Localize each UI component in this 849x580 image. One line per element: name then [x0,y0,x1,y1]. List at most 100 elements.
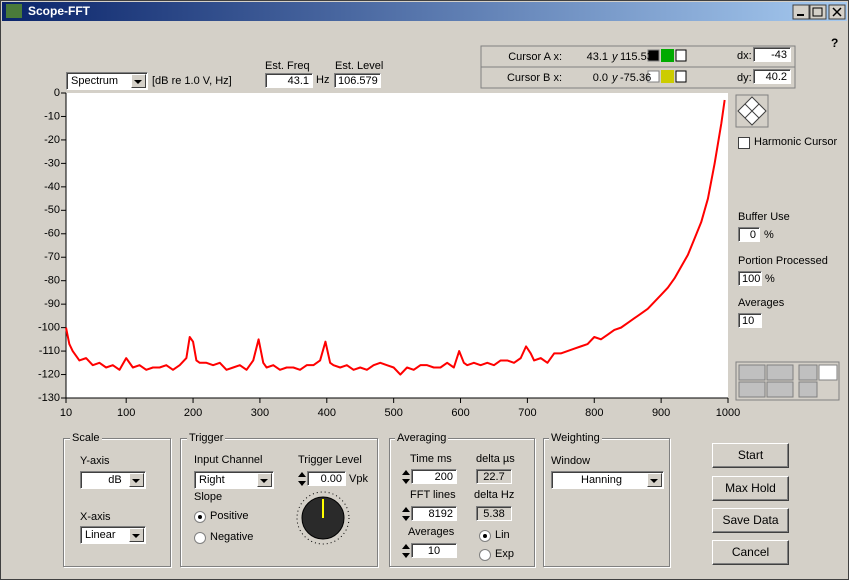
x-axis-dropdown[interactable]: Linear [80,526,146,544]
x-axis-value: Linear [85,529,116,541]
est-freq-value: 43.1 [265,73,313,88]
x-tick-label: 500 [384,407,402,419]
trigger-knob[interactable] [296,491,350,545]
app-icon [6,4,22,18]
zoom-toolbar[interactable] [735,361,840,401]
y-axis-dropdown[interactable]: dB [80,471,146,489]
trigger-level-value[interactable]: 0.00 [307,471,346,486]
fft-label: FFT lines [410,489,456,501]
start-button[interactable]: Start [712,443,789,468]
y-tick-label: -100 [38,322,60,334]
y-tick-label: -80 [44,275,60,287]
max-hold-button[interactable]: Max Hold [712,476,789,501]
lin-label: Lin [495,529,510,541]
fft-spinner[interactable] [402,506,410,522]
dx-value[interactable]: -43 [753,47,791,62]
est-freq-label: Est. Freq [265,60,310,72]
window-label: Window [551,455,591,467]
exp-radio[interactable] [479,549,491,561]
cursor-b-y: -75.36 [620,72,652,84]
buffer-use-unit: % [764,229,774,241]
weighting-group [543,438,670,567]
mode-dropdown[interactable]: Spectrum [66,72,148,90]
weighting-title: Weighting [549,432,602,444]
averaging-title: Averaging [395,432,449,444]
dx-label: dx: [737,50,752,62]
x-tick-label: 700 [518,407,536,419]
help-button[interactable]: ? [831,36,839,50]
averages-value[interactable]: 10 [411,543,457,558]
portion-value: 100 [738,271,762,286]
y-axis-value: dB [108,474,122,486]
slope-label: Slope [194,491,223,503]
positive-radio[interactable] [194,511,206,523]
cursor-icons[interactable] [647,49,687,83]
cursor-a-x: 43.1 [586,51,608,63]
input-channel-dropdown[interactable]: Right [194,471,274,489]
scale-title: Scale [70,432,102,444]
mode-value: Spectrum [71,75,119,87]
input-channel-label: Input Channel [194,454,263,466]
fft-value[interactable]: 8192 [411,506,457,521]
cursor-b-x: 0.0 [592,72,608,84]
x-tick-label: 900 [652,407,670,419]
dy-label: dy: [737,72,752,84]
negative-radio[interactable] [194,532,206,544]
averaging-group [389,438,535,567]
window-value: Hanning [581,474,622,486]
negative-label: Negative [210,531,254,543]
x-tick-label: 600 [451,407,469,419]
trigger-level-spinner[interactable] [298,471,306,487]
portion-label: Portion Processed [738,255,828,267]
window-controls[interactable] [792,4,846,20]
est-freq-unit: Hz [316,74,330,86]
y-tick-label: -10 [44,110,60,122]
harmonic-checkbox[interactable] [738,137,750,149]
y-tick-label: 0 [54,87,60,99]
dy-value[interactable]: 40.2 [753,69,791,84]
delta-us-value: 22.7 [476,469,512,484]
units-label: [dB re 1.0 V, Hz] [152,75,232,87]
trigger-level-label: Trigger Level [298,454,362,466]
x-tick-label: 10 [60,407,72,419]
window-title: Scope-FFT [28,4,91,18]
trigger-title: Trigger [187,432,226,444]
cursor-b-y-label: y [612,72,618,84]
time-label: Time ms [410,453,452,465]
y-tick-label: -60 [44,228,60,240]
window-dropdown[interactable]: Hanning [551,471,664,489]
averages-label: Averages [408,526,455,538]
trigger-level-unit: Vpk [349,473,368,485]
time-value[interactable]: 200 [411,469,457,484]
x-tick-label: 200 [184,407,202,419]
delta-hz-label: delta Hz [474,489,515,501]
spectrum-line [65,99,726,376]
y-tick-label: -70 [44,251,60,263]
cancel-button[interactable]: Cancel [712,540,789,565]
y-tick-label: -130 [38,392,60,404]
portion-unit: % [765,273,775,285]
y-tick-label: -50 [44,204,60,216]
y-tick-label: -110 [39,345,60,357]
y-tick-label: -40 [44,181,60,193]
y-tick-label: -90 [44,298,60,310]
est-level-value: 106.579 [334,73,381,88]
save-data-button[interactable]: Save Data [712,508,789,533]
time-spinner[interactable] [402,469,410,485]
trigger-group [180,438,378,567]
pan-control[interactable] [735,94,769,128]
est-level-label: Est. Level [335,60,384,72]
averages-side-label: Averages [738,297,785,309]
cursor-a-y: 115.53 [620,51,653,63]
y-tick-label: -30 [44,157,60,169]
delta-us-label: delta µs [476,453,515,465]
averages-spinner[interactable] [402,543,410,559]
y-tick-label: -120 [38,368,60,380]
harmonic-label: Harmonic Cursor [754,136,838,148]
x-tick-label: 100 [117,407,135,419]
delta-hz-value: 5.38 [476,506,512,521]
buffer-use-label: Buffer Use [738,211,790,223]
lin-radio[interactable] [479,530,491,542]
